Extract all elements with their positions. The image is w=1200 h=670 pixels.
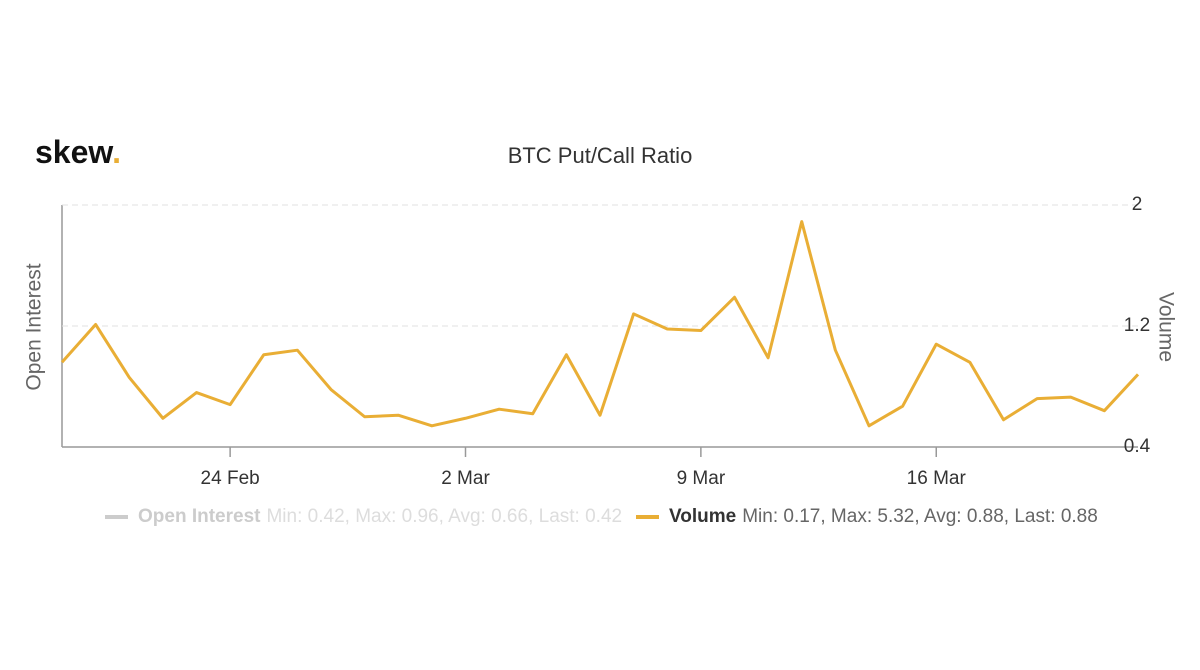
legend-name: Open Interest [138, 506, 261, 527]
legend-stats: Min: 0.17, Max: 5.32, Avg: 0.88, Last: 0… [742, 506, 1098, 527]
x-tick-label: 24 Feb [201, 468, 260, 489]
x-tick-label: 9 Mar [677, 468, 726, 489]
x-tick-label: 16 Mar [907, 468, 967, 489]
x-tick-label: 2 Mar [441, 468, 490, 489]
y2-tick-label: 2 [1132, 194, 1143, 215]
logo: skew. [35, 134, 121, 170]
legend-stats: Min: 0.42, Max: 0.96, Avg: 0.66, Last: 0… [266, 506, 622, 527]
y2-tick-label: 1.2 [1124, 315, 1150, 336]
logo-dot: . [112, 134, 121, 170]
series-line [60, 220, 1140, 428]
y2-axis-label: Volume [1154, 292, 1177, 362]
legend-entry[interactable]: Volume Min: 0.17, Max: 5.32, Avg: 0.88, L… [669, 506, 1098, 527]
legend-entry[interactable]: Open Interest Min: 0.42, Max: 0.96, Avg: … [138, 506, 622, 527]
y2-tick-label: 0.4 [1124, 436, 1151, 457]
logo-text: skew [35, 134, 113, 170]
legend-name: Volume [669, 506, 736, 527]
chart-title: BTC Put/Call Ratio [508, 143, 693, 168]
y-axis-label: Open Interest [23, 263, 46, 390]
